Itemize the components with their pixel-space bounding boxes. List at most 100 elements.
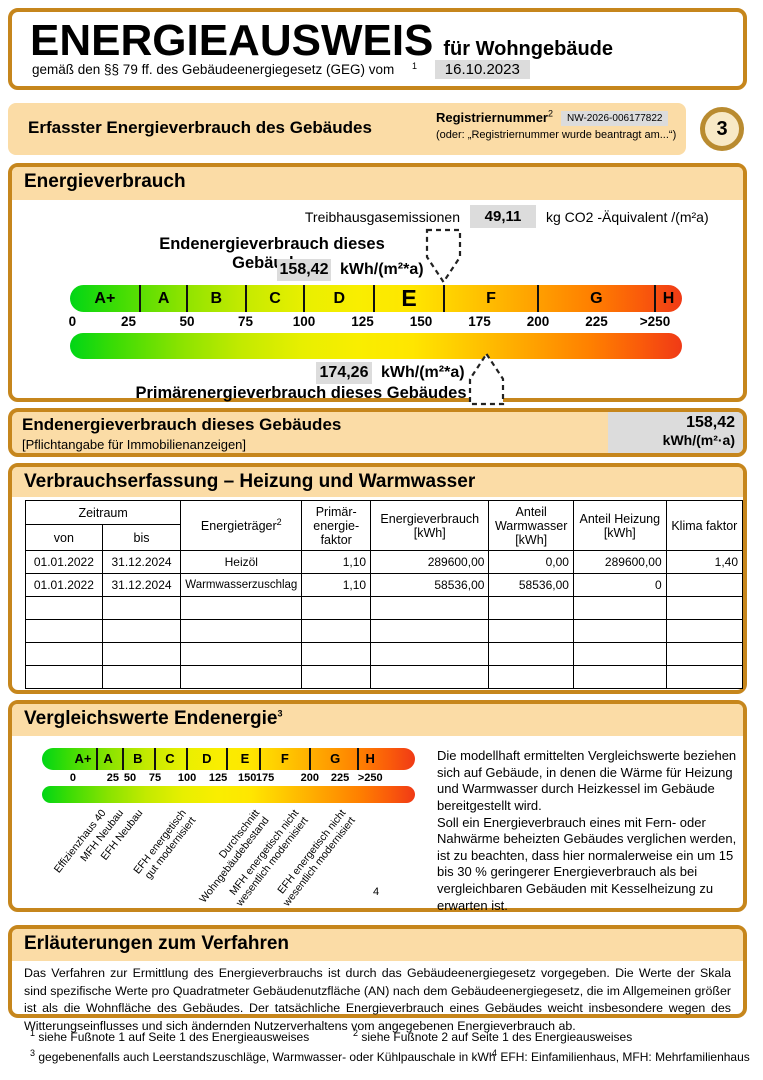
class-letter-c: C	[165, 751, 175, 766]
class-letter-aplus: A+	[94, 290, 116, 307]
class-separator	[303, 285, 306, 312]
scale-tick: 25	[106, 772, 119, 784]
endbox-value: 158,42	[686, 414, 735, 431]
cell-heizung: 0	[572, 573, 667, 597]
table-row-empty	[25, 619, 744, 643]
class-separator	[373, 285, 376, 312]
energieverbrauch-heading: Energieverbrauch	[12, 167, 743, 200]
comparison-class-band: A+ A B C D E F G H	[42, 748, 415, 770]
end-energy-unit: kWh/(m²*a)	[340, 261, 424, 278]
cell-pef: 1,10	[301, 550, 372, 574]
erlaeuterungen-box: Erläuterungen zum Verfahren Das Verfahre…	[8, 925, 747, 1033]
scale-tick: 175	[255, 772, 275, 784]
table-row: 01.01.2022 31.12.2024 Heizöl 1,10 289600…	[25, 550, 744, 574]
end-energy-value-field: 158,42	[277, 259, 331, 281]
class-letter-b: B	[210, 290, 223, 307]
cell-bis: 31.12.2024	[101, 550, 182, 574]
class-separator	[121, 748, 124, 770]
class-separator	[258, 748, 261, 770]
vergleichswerte-heading: Vergleichswerte Endenergie3	[12, 704, 743, 736]
primary-energy-value-field: 174,26	[316, 362, 372, 384]
scale-tick: 75	[238, 314, 254, 329]
class-separator	[226, 748, 228, 770]
scale-tick: 150	[237, 772, 257, 784]
erlaeuterungen-text: Das Verfahren zur Ermittlung des Energie…	[24, 966, 731, 1033]
class-letter-c: C	[269, 290, 281, 307]
comparison-scale-area: A+ A B C D E F G H 0 25 50 75 100 125 15…	[20, 746, 440, 911]
primary-energy-unit: kWh/(m²*a)	[381, 364, 465, 381]
col-header-energieverbrauch: Energieverbrauch [kWh]	[370, 500, 490, 551]
scale-tick: >250	[357, 772, 383, 784]
class-letter-f: F	[280, 751, 289, 766]
section-title: Erfasster Energieverbrauch des Gebäudes	[28, 118, 372, 137]
scale-tick: 0	[69, 772, 77, 784]
class-separator	[186, 285, 188, 312]
class-letter-e: E	[240, 751, 250, 766]
scale-tick: 200	[526, 314, 550, 329]
col-header-bis: bis	[101, 524, 182, 551]
class-letter-a: A	[157, 290, 170, 307]
cell-heizung: 289600,00	[572, 550, 667, 574]
cell-klima: 1,40	[665, 550, 744, 574]
footnote-4: 4 EFH: Einfamilienhaus, MFH: Mehrfamilie…	[492, 1048, 750, 1065]
ghg-unit: kg CO2 -Äquivalent /(m²a)	[546, 209, 709, 225]
footnote-marker-1: 1	[411, 60, 417, 71]
scale-tick: 125	[351, 314, 374, 329]
primary-energy-label: Primärenergieverbrauch dieses Gebäudes	[135, 384, 467, 402]
cell-verbrauch: 289600,00	[370, 550, 490, 574]
comparison-paragraph-2: Soll ein Energieverbrauch eines mit Fern…	[437, 814, 737, 913]
energy-class-band: A+ A B C D E F G H	[70, 285, 682, 312]
cell-pef: 1,10	[301, 573, 372, 597]
cell-energietraeger: Warmwasserzuschlag	[180, 573, 303, 597]
class-letter-h: H	[365, 751, 375, 766]
title-text: ENERGIEAUSWEIS	[30, 16, 434, 65]
footnote-marker-4: 4	[373, 886, 380, 898]
class-separator	[536, 285, 539, 312]
document-title: ENERGIEAUSWEIS für Wohngebäude	[30, 16, 614, 65]
class-separator	[308, 748, 311, 770]
scale-tick: 25	[120, 314, 137, 329]
endbox-title: Endenergieverbrauch dieses Gebäudes	[22, 415, 342, 434]
class-separator	[154, 748, 157, 770]
scale-tick: 50	[123, 772, 137, 784]
cell-energietraeger: Heizöl	[180, 550, 303, 574]
class-separator	[186, 748, 189, 770]
class-separator	[95, 748, 98, 770]
class-letter-d: D	[202, 751, 212, 766]
reg-alt-text: (oder: „Registriernummer wurde beantragt…	[436, 129, 677, 142]
pointer-down-icon	[425, 228, 462, 284]
title-subtext: für Wohngebäude	[443, 38, 614, 60]
table-row: 01.01.2022 31.12.2024 Warmwasserzuschlag…	[25, 573, 744, 597]
col-header-anteil-heizung: Anteil Heizung [kWh]	[572, 500, 667, 551]
footnote-2: 2 siehe Fußnote 2 auf Seite 1 des Energi…	[353, 1028, 633, 1045]
cell-von: 01.01.2022	[25, 573, 103, 597]
section-erfasster-verbrauch: Erfasster Energieverbrauch des Gebäudes …	[8, 103, 686, 155]
scale-tick: 75	[148, 772, 162, 784]
table-row-empty	[25, 596, 744, 620]
cell-bis: 31.12.2024	[101, 573, 182, 597]
class-letter-aplus: A+	[74, 751, 92, 766]
issue-date-field: 16.10.2023	[434, 60, 530, 79]
erlaeuterungen-heading: Erläuterungen zum Verfahren	[12, 929, 743, 961]
col-header-anteil-warmwasser: Anteil Warmwasser [kWh]	[488, 500, 574, 551]
scale-tick: 150	[409, 314, 433, 329]
page-number-badge: 3	[700, 107, 744, 151]
vergleichswerte-box: Vergleichswerte Endenergie3 A+ A B C D E…	[8, 700, 747, 914]
consumption-table: Zeitraum Energieträger2 Primär-energie-f…	[24, 500, 744, 689]
class-separator	[139, 285, 142, 312]
class-letter-h: H	[662, 290, 675, 307]
scale-tick: 0	[68, 314, 77, 329]
endbox-value-field: 158,42 kWh/(m²·a)	[608, 412, 743, 453]
scale-tick: 100	[177, 772, 197, 784]
law-reference-line: gemäß den §§ 79 ff. des Gebäudeenergiege…	[32, 60, 530, 79]
class-letter-g: G	[330, 751, 341, 766]
endenergie-pflichtangabe-box: Endenergieverbrauch dieses Gebäudes [Pfl…	[8, 408, 747, 457]
cell-von: 01.01.2022	[25, 550, 103, 574]
class-letter-g: G	[590, 290, 603, 307]
cell-klima	[665, 573, 744, 597]
scale-tick: 50	[179, 314, 195, 329]
col-header-pef: Primär-energie-faktor	[301, 500, 372, 551]
law-text: gemäß den §§ 79 ff. des Gebäudeenergiege…	[32, 62, 395, 77]
comparison-explanation-text: Die modellhaft ermittelten Vergleichswer…	[437, 748, 737, 914]
scale-tick: 225	[330, 772, 350, 784]
